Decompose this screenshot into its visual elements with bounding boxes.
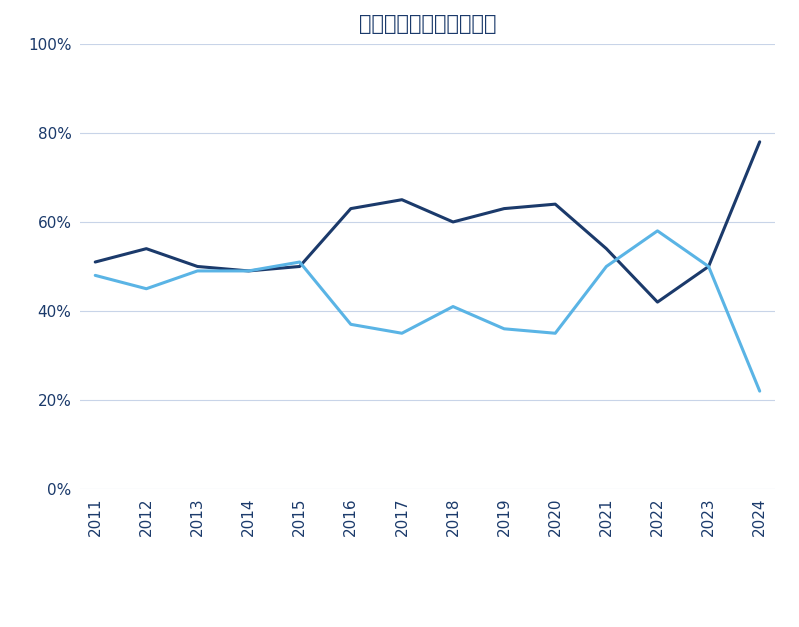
再融資	[755, 138, 765, 145]
Line: 其他: 其他	[95, 231, 760, 391]
再融資	[653, 298, 662, 306]
再融資	[499, 205, 509, 213]
其他	[90, 271, 100, 279]
其他	[141, 285, 151, 292]
再融資	[602, 245, 611, 253]
其他	[755, 387, 765, 395]
其他	[193, 267, 202, 275]
再融資	[193, 263, 202, 270]
再融資	[141, 245, 151, 253]
其他	[551, 330, 560, 337]
再融資	[397, 196, 407, 203]
其他	[397, 330, 407, 337]
再融資	[704, 263, 714, 270]
其他	[602, 263, 611, 270]
Line: 再融資: 再融資	[95, 142, 760, 302]
再融資	[295, 263, 304, 270]
其他	[295, 258, 304, 266]
Title: 將收益用於非投資等級債: 將收益用於非投資等級債	[359, 14, 496, 34]
再融資	[90, 258, 100, 266]
再融資	[551, 201, 560, 208]
其他	[346, 320, 356, 328]
再融資	[244, 267, 253, 275]
其他	[653, 227, 662, 234]
Legend: 再融資, 其他: 再融資, 其他	[311, 622, 544, 627]
其他	[448, 303, 458, 310]
其他	[704, 263, 714, 270]
其他	[244, 267, 253, 275]
再融資	[346, 205, 356, 213]
其他	[499, 325, 509, 332]
再融資	[448, 218, 458, 226]
